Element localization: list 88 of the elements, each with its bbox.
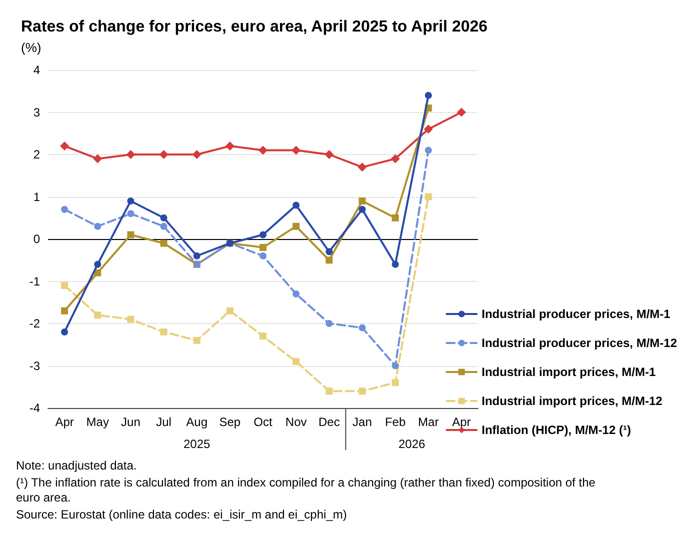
point: [392, 379, 399, 386]
point: [94, 222, 102, 230]
point: [392, 214, 399, 222]
point: [258, 146, 268, 155]
point: [424, 92, 432, 99]
point: [193, 336, 200, 344]
y-tick-label: 0: [33, 232, 40, 246]
point: [324, 150, 334, 159]
y-tick-label: 1: [33, 190, 40, 204]
x-tick-label: Mar: [418, 415, 439, 429]
y-tick-label: 3: [33, 105, 40, 120]
x-tick-label: Jan: [352, 415, 372, 429]
text: (¹) The inflation rate is calculated from an index compiled for a changing (rather than fixed) composition of the euro area.: [16, 476, 596, 504]
point: [93, 154, 102, 164]
point: [358, 388, 366, 395]
y-tick-label: 4: [33, 63, 40, 77]
point: [127, 231, 134, 238]
y-tick-label: -4: [29, 401, 40, 415]
point: [225, 142, 234, 151]
x-tick-label: Dec: [318, 415, 340, 429]
y-tick-label: -2: [29, 316, 40, 330]
point: [126, 150, 136, 159]
point: [60, 142, 70, 151]
x-tick-label: Aug: [186, 415, 208, 429]
point: [94, 260, 102, 268]
point: [292, 146, 301, 155]
point: [192, 150, 202, 159]
point: [326, 320, 333, 327]
point: [292, 202, 300, 209]
point: [160, 222, 168, 230]
x-tick-label: Jun: [121, 415, 140, 429]
point: [159, 150, 168, 159]
point: [292, 358, 300, 366]
point: [160, 214, 168, 222]
point: [424, 193, 432, 200]
legend-label: Inflation (HICP), M/M-12 (¹): [482, 423, 631, 437]
point: [127, 210, 134, 218]
x-tick-label: Jul: [156, 415, 172, 429]
x-tick-label: Feb: [384, 415, 406, 429]
point: [260, 252, 266, 260]
point: [326, 388, 333, 395]
point: [358, 162, 367, 172]
point: [392, 362, 399, 370]
point: [260, 244, 266, 251]
y-tick-label: -1: [29, 274, 40, 288]
point: [358, 206, 366, 213]
legend-label: Industrial producer prices, M/M-1: [482, 307, 671, 321]
y-tick-label: 2: [33, 148, 40, 162]
legend-label: Industrial import prices, M/M-12: [482, 394, 663, 408]
point: [424, 146, 432, 154]
x-tick-label: Nov: [285, 415, 307, 429]
point: [260, 231, 266, 238]
y-tick-label: -3: [29, 358, 40, 373]
point: [61, 282, 68, 289]
point: [260, 332, 266, 340]
point: [358, 324, 366, 332]
text: Note: unadjusted data.: [16, 458, 137, 472]
legend-label: Industrial producer prices, M/M-12: [482, 336, 678, 350]
point: [127, 197, 134, 204]
point: [61, 328, 68, 336]
x-tick-label: Apr: [452, 415, 471, 429]
x-tick-label: Apr: [55, 415, 74, 429]
point: [292, 222, 300, 230]
point: [193, 252, 200, 260]
x-tick-label: Oct: [254, 415, 273, 429]
point: [160, 240, 168, 247]
point: [424, 124, 433, 134]
point: [127, 316, 134, 323]
point: [61, 307, 68, 314]
point: [292, 290, 300, 298]
legend-label: Industrial import prices, M/M-1: [482, 365, 656, 379]
point: [456, 108, 466, 117]
point: [326, 248, 333, 256]
point: [358, 197, 366, 204]
text: 2026: [398, 437, 426, 451]
point: [61, 206, 68, 213]
text: 2025: [183, 437, 211, 451]
x-tick-label: Sep: [219, 415, 241, 429]
point: [390, 154, 400, 164]
x-tick-label: May: [86, 415, 109, 429]
point: [226, 307, 234, 314]
source-note: Source: Eurostat (online data codes: ei_isir_m and ei_cphi_m): [16, 508, 347, 522]
point: [160, 328, 168, 336]
point: [94, 312, 102, 319]
chart-title: Rates of change for prices, euro area, April 2025 to April 2026: [21, 18, 488, 36]
point: [392, 260, 399, 268]
point: [326, 256, 333, 264]
y-axis-title: (%): [21, 40, 42, 55]
